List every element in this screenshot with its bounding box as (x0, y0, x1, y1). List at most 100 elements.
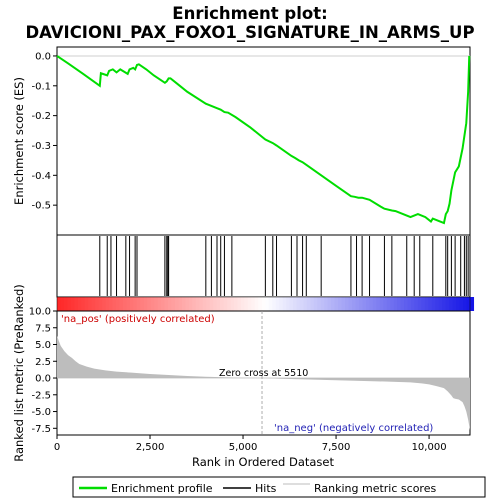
ramp-segment (452, 297, 457, 311)
ramp-segment (438, 297, 443, 311)
ramp-segment (209, 297, 214, 311)
ramp-segment (379, 297, 384, 311)
ramp-segment (459, 297, 464, 311)
ramp-segment (206, 297, 211, 311)
ramp-segment (140, 297, 145, 311)
ramp-segment (445, 297, 450, 311)
ramp-segment (230, 297, 235, 311)
metric-ytick-label: 2.5 (35, 357, 51, 368)
ramp-segment (67, 297, 72, 311)
metric-ylabel: Ranked list metric (PreRanked) (12, 284, 26, 462)
ramp-segment (223, 297, 228, 311)
ramp-segment (102, 297, 107, 311)
enrichment-profile-line (56, 55, 471, 225)
ramp-segment (362, 297, 367, 311)
ramp-segment (397, 297, 402, 311)
ramp-segment (98, 297, 103, 311)
ramp-segment (199, 297, 204, 311)
es-panel: 0.0 -0.1 -0.2 -0.3 -0.4 -0.5 (31, 51, 471, 225)
ramp-segment (188, 297, 193, 311)
ramp-segment (303, 297, 308, 311)
ramp-segment (424, 297, 429, 311)
ramp-segment (164, 297, 169, 311)
ramp-segment (407, 297, 412, 311)
ramp-segment (95, 297, 100, 311)
ramp-segment (286, 297, 291, 311)
ramp-segment (168, 297, 173, 311)
ramp-segment (282, 297, 287, 311)
ramp-segment (386, 297, 391, 311)
ramp-segment (216, 297, 221, 311)
ramp-segment (279, 297, 284, 311)
ramp-segment (463, 297, 468, 311)
ramp-segment (213, 297, 218, 311)
ramp-segment (417, 297, 422, 311)
ramp-segment (299, 297, 304, 311)
ramp-segment (254, 297, 259, 311)
ramp-segment (244, 297, 249, 311)
ramp-segment (195, 297, 200, 311)
ramp-segment (175, 297, 180, 311)
es-ytick-label: -0.1 (31, 81, 51, 92)
ramp-segment (365, 297, 370, 311)
metric-ytick-label: 5.0 (35, 340, 51, 351)
ramp-segment (60, 297, 65, 311)
ramp-segment (81, 297, 86, 311)
ramp-segment (313, 297, 318, 311)
ramp-segment (296, 297, 301, 311)
ramp-segment (220, 297, 225, 311)
ramp-segment (331, 297, 336, 311)
metric-ytick-label: 7.5 (35, 323, 51, 334)
ramp-segment (317, 297, 322, 311)
ramp-segment (352, 297, 357, 311)
ramp-segment (369, 297, 374, 311)
neg-annotation: 'na_neg' (negatively correlated) (274, 423, 433, 434)
ramp-segment (338, 297, 343, 311)
chart-title-line2: DAVICIONI_PAX_FOXO1_SIGNATURE_IN_ARMS_UP (25, 23, 474, 42)
ramp-segment (237, 297, 242, 311)
ramp-segment (310, 297, 315, 311)
x-tick-label: 0 (54, 442, 60, 453)
ramp-segment (185, 297, 190, 311)
ramp-segment (181, 297, 186, 311)
ramp-segment (133, 297, 138, 311)
ramp-segment (334, 297, 339, 311)
ramp-segment (355, 297, 360, 311)
ramp-segment (234, 297, 239, 311)
ramp-segment (258, 297, 263, 311)
es-ytick-label: -0.2 (31, 111, 51, 122)
ramp-segment (272, 297, 277, 311)
ramp-segment (449, 297, 454, 311)
ramp-segment (63, 297, 68, 311)
ramp-segment (77, 297, 82, 311)
ramp-segment (192, 297, 197, 311)
ramp-segment (324, 297, 329, 311)
ramp-segment (105, 297, 110, 311)
ramp-segment (341, 297, 346, 311)
ramp-segment (251, 297, 256, 311)
es-ylabel: Enrichment score (ES) (12, 77, 26, 205)
ramp-segment (348, 297, 353, 311)
ramp-segment (161, 297, 166, 311)
ramp-segment (240, 297, 245, 311)
ramp-segment (129, 297, 134, 311)
ramp-segment (431, 297, 436, 311)
ramp-segment (57, 297, 62, 311)
ramp-segment (171, 297, 176, 311)
hits-panel-frame (56, 234, 471, 298)
ramp-segment (470, 297, 475, 311)
ramp-segment (261, 297, 266, 311)
ramp-segment (390, 297, 395, 311)
metric-ytick-label: -7.5 (31, 424, 51, 435)
x-tick-label: 2,500 (136, 442, 165, 453)
ramp-segment (143, 297, 148, 311)
ramp-segment (109, 297, 114, 311)
es-ytick-label: -0.5 (31, 201, 51, 212)
ramp-segment (289, 297, 294, 311)
ramp-segment (227, 297, 232, 311)
es-ytick-label: -0.3 (31, 141, 51, 152)
ramp-segment (293, 297, 298, 311)
metric-ytick-label: -5.0 (31, 407, 51, 418)
x-tick-label: 5,000 (229, 442, 258, 453)
ranked-color-bar (56, 296, 475, 312)
